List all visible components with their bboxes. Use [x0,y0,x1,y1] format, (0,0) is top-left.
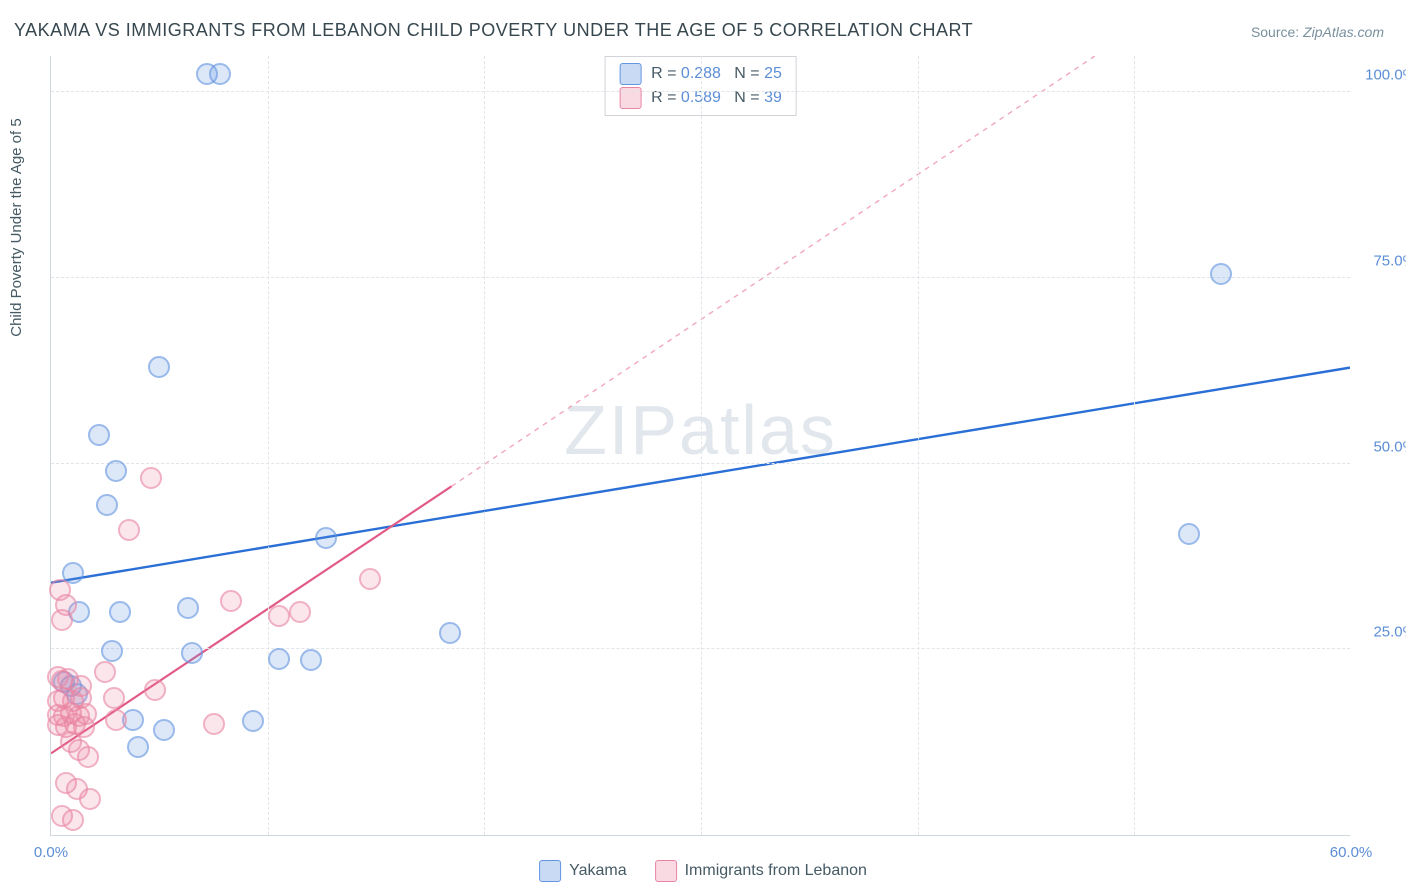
data-point-yakama [101,640,123,662]
source-name: ZipAtlas.com [1303,24,1384,40]
legend-item-lebanon: Immigrants from Lebanon [655,860,867,882]
data-point-yakama [1178,523,1200,545]
legend-swatch [539,860,561,882]
gridline-v [268,56,269,835]
x-tick-label: 60.0% [1330,844,1373,861]
data-point-lebanon [203,713,225,735]
gridline-v [1134,56,1135,835]
data-point-yakama [1210,263,1232,285]
data-point-lebanon [118,519,140,541]
data-point-lebanon [79,788,101,810]
legend-item-yakama: Yakama [539,860,627,882]
source-label: Source: ZipAtlas.com [1251,24,1384,40]
legend-swatch [619,63,641,85]
data-point-yakama [148,356,170,378]
gridline-v [484,56,485,835]
x-tick-label: 0.0% [34,844,68,861]
series-legend: Yakama Immigrants from Lebanon [539,860,867,882]
data-point-yakama [177,597,199,619]
legend-label: Immigrants from Lebanon [685,862,867,880]
data-point-yakama [96,494,118,516]
data-point-lebanon [289,601,311,623]
data-point-yakama [127,736,149,758]
data-point-lebanon [94,661,116,683]
data-point-yakama [105,460,127,482]
y-tick-label: 25.0% [1373,624,1406,641]
plot-area: ZIPatlas R = 0.288 N = 25R = 0.589 N = 3… [50,56,1350,836]
y-tick-label: 100.0% [1365,67,1406,84]
y-tick-label: 50.0% [1373,438,1406,455]
data-point-yakama [439,622,461,644]
gridline-v [918,56,919,835]
data-point-yakama [300,649,322,671]
data-point-lebanon [51,609,73,631]
y-tick-label: 75.0% [1373,252,1406,269]
data-point-yakama [242,710,264,732]
data-point-lebanon [220,590,242,612]
data-point-yakama [209,63,231,85]
y-axis-label: Child Poverty Under the Age of 5 [8,118,25,336]
data-point-lebanon [144,679,166,701]
data-point-yakama [268,648,290,670]
data-point-lebanon [359,568,381,590]
data-point-yakama [109,601,131,623]
data-point-yakama [153,719,175,741]
data-point-lebanon [62,809,84,831]
legend-label: Yakama [569,862,627,880]
data-point-lebanon [140,467,162,489]
legend-text: R = 0.288 N = 25 [651,65,782,83]
data-point-lebanon [77,746,99,768]
gridline-v [701,56,702,835]
legend-swatch [655,860,677,882]
data-point-lebanon [268,605,290,627]
source-prefix: Source: [1251,24,1303,40]
data-point-yakama [88,424,110,446]
data-point-lebanon [105,709,127,731]
data-point-yakama [181,642,203,664]
data-point-yakama [315,527,337,549]
data-point-lebanon [103,687,125,709]
chart-container: YAKAMA VS IMMIGRANTS FROM LEBANON CHILD … [0,0,1406,892]
chart-title: YAKAMA VS IMMIGRANTS FROM LEBANON CHILD … [14,20,973,41]
